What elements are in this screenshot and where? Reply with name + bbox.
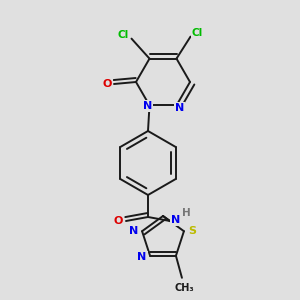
Text: N: N <box>130 226 139 236</box>
Text: O: O <box>113 216 123 226</box>
Text: Cl: Cl <box>118 30 129 40</box>
Text: N: N <box>137 252 147 262</box>
Text: N: N <box>171 215 181 225</box>
Text: S: S <box>188 226 196 236</box>
Text: N: N <box>143 101 152 111</box>
Text: O: O <box>102 79 112 89</box>
Text: CH₃: CH₃ <box>174 283 194 293</box>
Text: Cl: Cl <box>192 28 203 38</box>
Text: N: N <box>175 103 184 113</box>
Text: H: H <box>182 208 190 218</box>
